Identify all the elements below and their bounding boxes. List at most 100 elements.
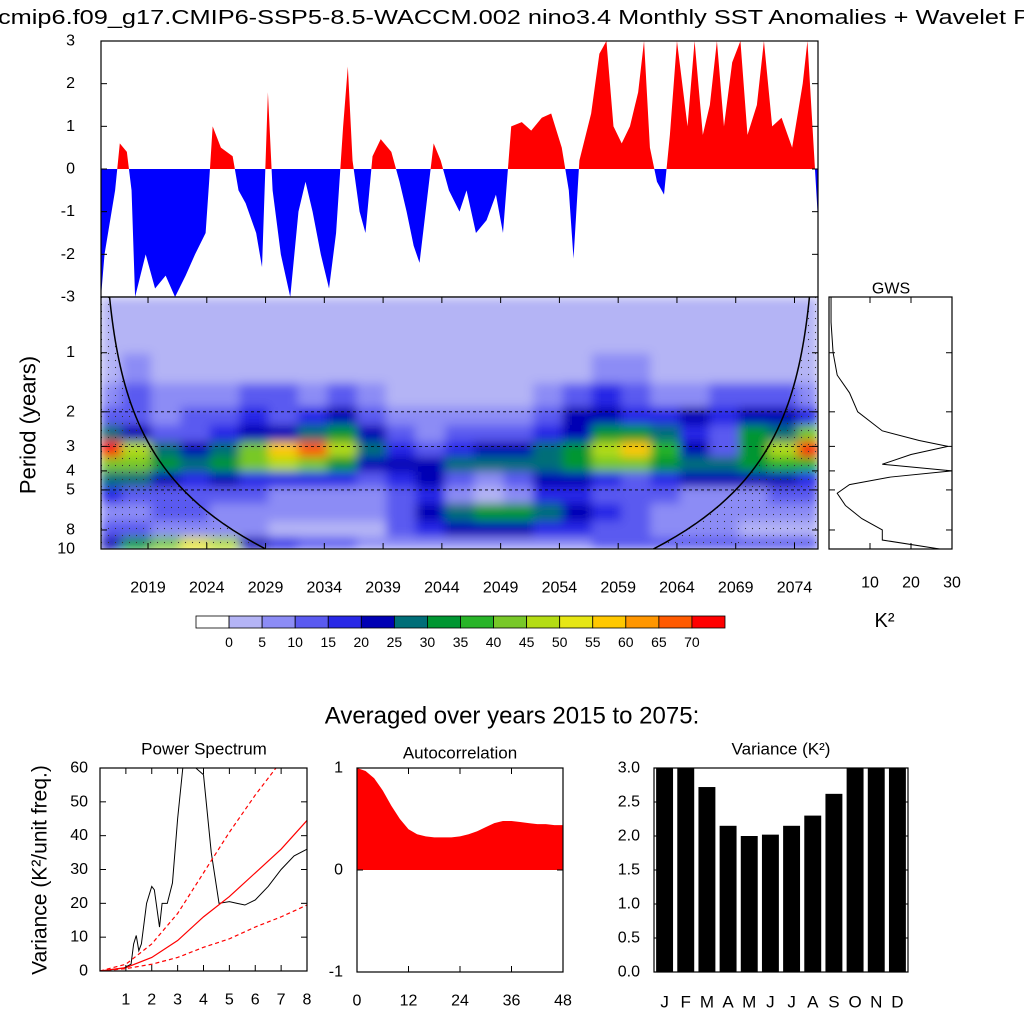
y-tick-label: 0.0: [618, 964, 640, 981]
x-tick-label: 2029: [248, 580, 284, 597]
colorbar-label: 25: [387, 634, 403, 650]
heat-cell: [532, 425, 563, 443]
heat-cell: [591, 503, 622, 522]
heat-cell: [562, 486, 593, 505]
heat-cell: [650, 471, 681, 488]
heat-cell: [239, 425, 269, 443]
heat-cell: [679, 503, 710, 522]
heat-cell: [239, 486, 269, 505]
colorbar-label: 70: [684, 634, 700, 650]
heat-cell: [444, 537, 475, 549]
heat-cell: [591, 297, 622, 325]
heat-cell: [650, 297, 681, 325]
heat-cell: [356, 537, 387, 549]
heat-cell: [562, 383, 593, 408]
heat-cell: [268, 324, 299, 355]
heat-cell: [444, 456, 475, 473]
heat-cell: [444, 383, 475, 408]
heat-cell: [268, 353, 299, 384]
heat-cell: [327, 503, 358, 522]
x-tick-label: 7: [277, 992, 286, 1009]
heat-cell: [621, 441, 652, 458]
heat-cell: [209, 441, 240, 458]
colorbar-label: 15: [320, 634, 336, 650]
bar: [804, 815, 822, 972]
colorbar-label: 35: [453, 634, 469, 650]
colorbar-box: [493, 615, 528, 629]
heat-cell: [591, 425, 622, 443]
heat-cell: [679, 456, 710, 473]
bar: [783, 825, 801, 972]
heat-cell: [180, 406, 211, 426]
heat-cell: [474, 406, 505, 426]
heat-cell: [738, 324, 769, 355]
chart-title: GWS: [872, 281, 910, 298]
heat-cell: [386, 297, 416, 325]
heat-cell: [150, 406, 181, 426]
area: [357, 768, 563, 870]
heat-cell: [532, 324, 563, 355]
coi-stipple: [653, 297, 818, 549]
heat-cell: [327, 521, 358, 538]
heatmap: [101, 297, 818, 549]
heat-cell: [386, 537, 416, 549]
y-tick-label: 3: [66, 33, 75, 50]
heat-cell: [356, 297, 387, 325]
y-tick-label: 10: [57, 541, 75, 558]
colorbar-box: [460, 615, 494, 629]
heat-cell: [709, 353, 740, 384]
heat-cell: [591, 486, 622, 505]
x-tick-label: S: [828, 993, 839, 1012]
heat-cell: [297, 406, 328, 426]
x-tick-label: 48: [554, 993, 572, 1010]
heat-cell: [268, 297, 299, 325]
heat-cell: [768, 353, 798, 384]
heat-cell: [239, 324, 269, 355]
heat-cell: [386, 425, 416, 443]
heat-cell: [562, 471, 593, 488]
heat-cell: [621, 537, 652, 549]
x-tick-label: 2: [147, 992, 156, 1009]
heat-cell: [562, 441, 593, 458]
colorbar-box: [658, 615, 693, 629]
coi-curve: [653, 297, 811, 549]
heat-cell: [532, 406, 563, 426]
heat-cell: [180, 425, 211, 443]
y-tick-label: 3: [66, 438, 75, 455]
heat-cell: [356, 441, 387, 458]
heat-cell: [209, 297, 240, 325]
y-tick-label: -2: [61, 246, 75, 263]
heat-cell: [239, 503, 269, 522]
colorbar-label: 0: [225, 634, 233, 650]
heat-cell: [386, 353, 416, 384]
heat-cell: [650, 503, 681, 522]
y-tick-label: 1.5: [618, 862, 640, 879]
heat-cell: [386, 456, 416, 473]
y-tick-label: 3.0: [618, 760, 640, 777]
heat-cell: [415, 353, 446, 384]
heat-cell: [650, 486, 681, 505]
heat-cell: [297, 471, 328, 488]
bar: [761, 834, 779, 972]
heat-cell: [621, 425, 652, 443]
heat-cell: [532, 521, 563, 538]
heat-cell: [621, 406, 652, 426]
heat-cell: [474, 441, 505, 458]
y-tick-label: 1: [66, 344, 75, 361]
heat-cell: [621, 456, 652, 473]
heat-cell: [444, 486, 475, 505]
heat-cell: [444, 297, 475, 325]
heat-cell: [180, 297, 211, 325]
heat-cell: [415, 425, 446, 443]
colorbar-box: [625, 615, 660, 629]
heat-cell: [386, 383, 416, 408]
heat-cell: [415, 383, 446, 408]
colorbar-label: 65: [651, 634, 667, 650]
heat-cell: [591, 537, 622, 549]
x-tick-label: D: [891, 993, 903, 1012]
heat-cell: [591, 456, 622, 473]
x-tick-label: 2064: [659, 580, 695, 597]
heat-cell: [327, 353, 358, 384]
colorbar-box: [691, 615, 726, 629]
line: [100, 904, 307, 971]
